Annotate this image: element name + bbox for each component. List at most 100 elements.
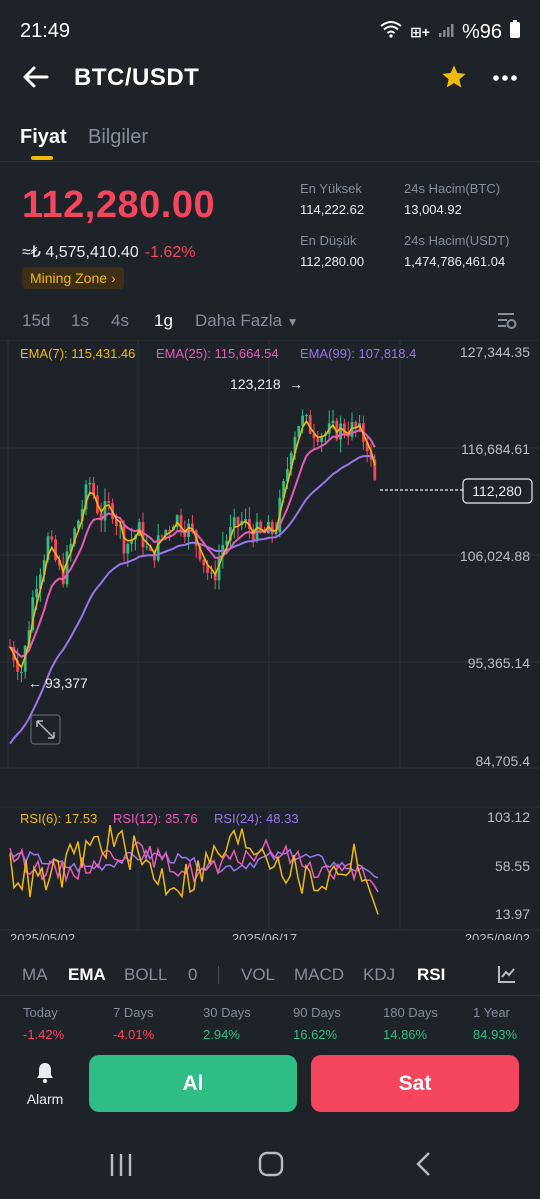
candle-body — [282, 481, 285, 498]
candlestick-series — [8, 409, 377, 683]
interval-4s[interactable]: 4s — [111, 311, 129, 330]
candle-body — [115, 519, 118, 527]
indicator-kdj[interactable]: KDJ — [363, 965, 396, 984]
price-change: -1.62% — [144, 244, 196, 261]
candle-body — [164, 529, 168, 536]
candle-body — [244, 519, 247, 521]
price-chart[interactable]: EMA(7): 115,431.46 EMA(25): 115,664.54 E… — [0, 339, 540, 946]
candle-body — [80, 509, 84, 521]
interval-15d[interactable]: 15d — [22, 311, 51, 330]
indicator-zero[interactable]: 0 — [188, 965, 198, 984]
candle-body — [316, 438, 320, 442]
volume-btc-value: 13,004.92 — [404, 202, 462, 217]
candle-body — [77, 520, 80, 529]
chart-canvas[interactable]: EMA(7): 115,431.46 EMA(25): 115,664.54 E… — [0, 339, 540, 946]
battery-text: %96 — [461, 20, 502, 43]
candle-body — [92, 482, 95, 496]
y-tick: 106,024.88 — [460, 548, 530, 564]
candle-body — [39, 574, 42, 589]
candle-body — [31, 597, 35, 631]
y-tick: 127,344.35 — [460, 344, 530, 360]
candle-body — [270, 521, 274, 535]
pair-title: BTC/USDT — [74, 64, 200, 91]
low-marker-arrow: ← — [28, 675, 42, 691]
perf-label: 7 Days — [113, 1005, 154, 1020]
buy-button[interactable]: Al — [89, 1055, 297, 1112]
high-marker-label: 123,218 — [230, 376, 281, 392]
candle-body — [286, 469, 289, 482]
battery-icon — [510, 20, 520, 44]
x-tick: 2025/06/17 — [232, 931, 297, 940]
favorite-star-icon[interactable] — [440, 63, 468, 96]
bell-icon — [20, 1061, 70, 1087]
y-tick: 84,705.4 — [476, 753, 531, 769]
last-price-tag — [462, 478, 533, 504]
indicator-settings-icon[interactable] — [497, 964, 517, 989]
interval-1g[interactable]: 1g — [154, 311, 173, 330]
candle-body — [107, 501, 111, 504]
candle-body — [130, 539, 133, 544]
indicator-macd[interactable]: MACD — [294, 965, 345, 984]
tab-info[interactable]: Bilgiler — [88, 126, 149, 148]
rsi-tick: 58.55 — [495, 858, 530, 874]
candle-body — [293, 437, 297, 454]
alarm-button[interactable]: Alarm — [20, 1061, 70, 1107]
alarm-label: Alarm — [26, 1091, 64, 1107]
expand-icon[interactable] — [30, 714, 61, 745]
candle-body — [103, 501, 107, 521]
y-tick: 116,684.61 — [461, 441, 530, 457]
candle-body — [297, 425, 301, 438]
sell-button[interactable]: Sat — [311, 1055, 519, 1112]
candle-body — [145, 546, 149, 548]
home-icon[interactable] — [258, 1151, 284, 1182]
candle-body — [210, 572, 213, 574]
dropdown-caret-icon: ▼ — [286, 315, 299, 329]
candle-body — [73, 528, 76, 544]
rsi6-legend: RSI(6): 17.53 — [20, 811, 97, 826]
indicator-ema[interactable]: EMA — [68, 965, 106, 984]
indicator-ma[interactable]: MA — [22, 965, 48, 984]
ema99-line — [9, 454, 376, 745]
back-arrow-icon[interactable] — [22, 63, 50, 91]
y-tick: 95,365.14 — [468, 655, 530, 671]
action-bar: Alarm Al Sat — [0, 1055, 540, 1115]
chart-settings-icon[interactable] — [496, 311, 518, 336]
interval-more[interactable]: Daha Fazla ▼ — [195, 311, 299, 331]
more-options-icon[interactable] — [492, 70, 518, 88]
interval-selector: 15d 1s 4s 1g Daha Fazla ▼ — [0, 308, 540, 336]
candle-body — [27, 630, 31, 646]
last-price: 112,280.00 — [22, 184, 216, 226]
tab-price[interactable]: Fiyat — [20, 126, 67, 148]
candle-body — [229, 527, 232, 541]
candle-body — [373, 459, 377, 480]
page-tabs: Fiyat Bilgiler — [0, 120, 540, 162]
candle-body — [183, 530, 187, 537]
back-nav-icon[interactable] — [413, 1151, 433, 1182]
candle-body — [179, 515, 183, 531]
rsi24-legend: RSI(24): 48.33 — [214, 811, 299, 826]
candle-body — [69, 543, 73, 552]
candle-body — [54, 539, 57, 561]
perf-label: 30 Days — [203, 1005, 251, 1020]
perf-value: -1.42% — [23, 1027, 65, 1042]
mining-zone-badge[interactable]: Mining Zone › — [22, 267, 124, 289]
high-marker-arrow: → — [289, 376, 303, 392]
indicator-boll[interactable]: BOLL — [124, 965, 168, 984]
candle-body — [305, 414, 308, 416]
interval-1s[interactable]: 1s — [71, 311, 89, 330]
candle-body — [206, 565, 209, 573]
candle-body — [259, 521, 263, 531]
divider — [0, 995, 540, 996]
candle-body — [61, 565, 65, 585]
rsi24-line — [9, 848, 379, 879]
recent-apps-icon[interactable] — [108, 1152, 134, 1183]
chevron-right-icon: › — [110, 270, 116, 286]
perf-value: 84.93% — [473, 1027, 518, 1042]
x-tick: 2025/05/02 — [10, 931, 75, 940]
perf-value: 16.62% — [293, 1027, 338, 1042]
signal-icon — [438, 21, 454, 44]
candle-body — [289, 453, 293, 470]
indicator-rsi[interactable]: RSI — [417, 965, 446, 984]
indicator-vol[interactable]: VOL — [241, 965, 276, 984]
ema99-legend: EMA(99): 107,818.4 — [300, 346, 416, 361]
